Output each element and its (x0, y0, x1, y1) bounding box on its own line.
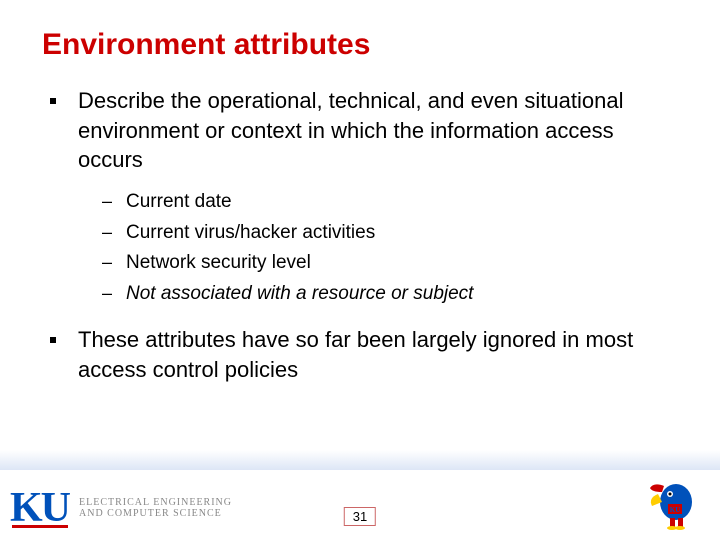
ku-mark: KU (10, 484, 69, 532)
bullet-text: Describe the operational, technical, and… (78, 86, 678, 175)
slide: Environment attributes Describe the oper… (0, 0, 720, 540)
sub-marker: – (102, 250, 112, 275)
jayhawk-logo: KU (644, 478, 702, 530)
footer: KU ELECTRICAL ENGINEERING AND COMPUTER S… (0, 470, 720, 540)
bullet-item: These attributes have so far been largel… (50, 325, 678, 384)
department-text: ELECTRICAL ENGINEERING AND COMPUTER SCIE… (79, 497, 232, 519)
sub-marker: – (102, 281, 112, 306)
sub-item: – Network security level (102, 250, 678, 277)
sub-item: – Current virus/hacker activities (102, 220, 678, 247)
sub-list: – Current date – Current virus/hacker ac… (102, 189, 678, 307)
ku-logo: KU ELECTRICAL ENGINEERING AND COMPUTER S… (10, 484, 232, 532)
sub-marker: – (102, 220, 112, 245)
slide-title: Environment attributes (42, 28, 678, 62)
dept-line-1: ELECTRICAL ENGINEERING (79, 497, 232, 508)
bullet-item: Describe the operational, technical, and… (50, 86, 678, 175)
bullet-marker (50, 337, 56, 343)
sub-text: Network security level (126, 250, 311, 277)
page-number: 31 (344, 507, 376, 526)
sub-text: Current virus/hacker activities (126, 220, 375, 247)
sub-item: – Not associated with a resource or subj… (102, 281, 678, 308)
sub-marker: – (102, 189, 112, 214)
svg-text:KU: KU (670, 506, 681, 514)
slide-content: Describe the operational, technical, and… (42, 86, 678, 385)
sub-text: Not associated with a resource or subjec… (126, 281, 473, 308)
bullet-marker (50, 98, 56, 104)
sub-item: – Current date (102, 189, 678, 216)
bullet-text: These attributes have so far been largel… (78, 325, 678, 384)
dept-line-2: AND COMPUTER SCIENCE (79, 508, 232, 519)
sub-text: Current date (126, 189, 232, 216)
